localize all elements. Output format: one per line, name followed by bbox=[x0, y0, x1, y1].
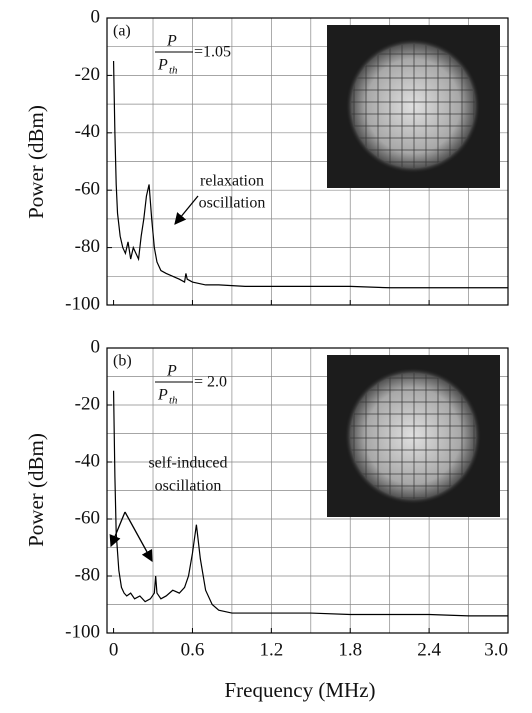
y-axis-label: Power (dBm) bbox=[24, 105, 48, 219]
x-tick-label: 0.6 bbox=[181, 639, 205, 660]
ratio-denominator: P bbox=[157, 57, 168, 74]
annotation: oscillation bbox=[199, 195, 266, 212]
panel-label: (b) bbox=[113, 353, 132, 370]
x-tick-label: 3.0 bbox=[484, 639, 508, 660]
decoration-layer bbox=[109, 25, 500, 563]
y-tick-label: -20 bbox=[75, 393, 100, 414]
plot-frame bbox=[106, 347, 509, 634]
spectrum-line bbox=[112, 390, 508, 617]
ratio-value: =1.05 bbox=[194, 44, 231, 61]
y-tick-label: -80 bbox=[75, 236, 100, 257]
ratio-subscript: th bbox=[169, 395, 178, 407]
y-tick-label: -40 bbox=[75, 450, 100, 471]
y-tick-label: -20 bbox=[75, 64, 100, 85]
arrow bbox=[109, 511, 126, 548]
y-axis-label: Power (dBm) bbox=[24, 433, 48, 547]
x-tick-label: 1.8 bbox=[338, 639, 362, 660]
annotation: oscillation bbox=[155, 478, 222, 495]
spectrum-line bbox=[112, 61, 508, 289]
ratio-numerator: P bbox=[166, 363, 177, 380]
y-tick-label: -60 bbox=[75, 507, 100, 528]
inset-mesh bbox=[351, 44, 475, 168]
y-tick-label: 0 bbox=[91, 6, 101, 27]
x-axis-label: Frequency (MHz) bbox=[224, 678, 375, 702]
y-tick-label: -100 bbox=[65, 293, 100, 314]
y-tick-label: -80 bbox=[75, 564, 100, 585]
inset-mesh bbox=[350, 373, 476, 499]
panel-label: (a) bbox=[113, 23, 131, 40]
y-tick-label: -40 bbox=[75, 121, 100, 142]
ratio-subscript: th bbox=[169, 65, 178, 77]
ratio-numerator: P bbox=[166, 33, 177, 50]
y-tick-label: -60 bbox=[75, 179, 100, 200]
x-tick-label: 2.4 bbox=[417, 639, 441, 660]
arrow bbox=[174, 195, 199, 225]
plot-frame bbox=[106, 17, 509, 306]
x-tick-label: 1.2 bbox=[259, 639, 283, 660]
annotation: self-induced bbox=[148, 455, 227, 472]
annotation: relaxation bbox=[200, 173, 264, 190]
ratio-denominator: P bbox=[157, 387, 168, 404]
arrow bbox=[124, 511, 153, 563]
ratio-value: = 2.0 bbox=[194, 374, 227, 391]
y-tick-label: -100 bbox=[65, 621, 100, 642]
y-tick-label: 0 bbox=[91, 336, 101, 357]
x-tick-label: 0 bbox=[109, 639, 119, 660]
